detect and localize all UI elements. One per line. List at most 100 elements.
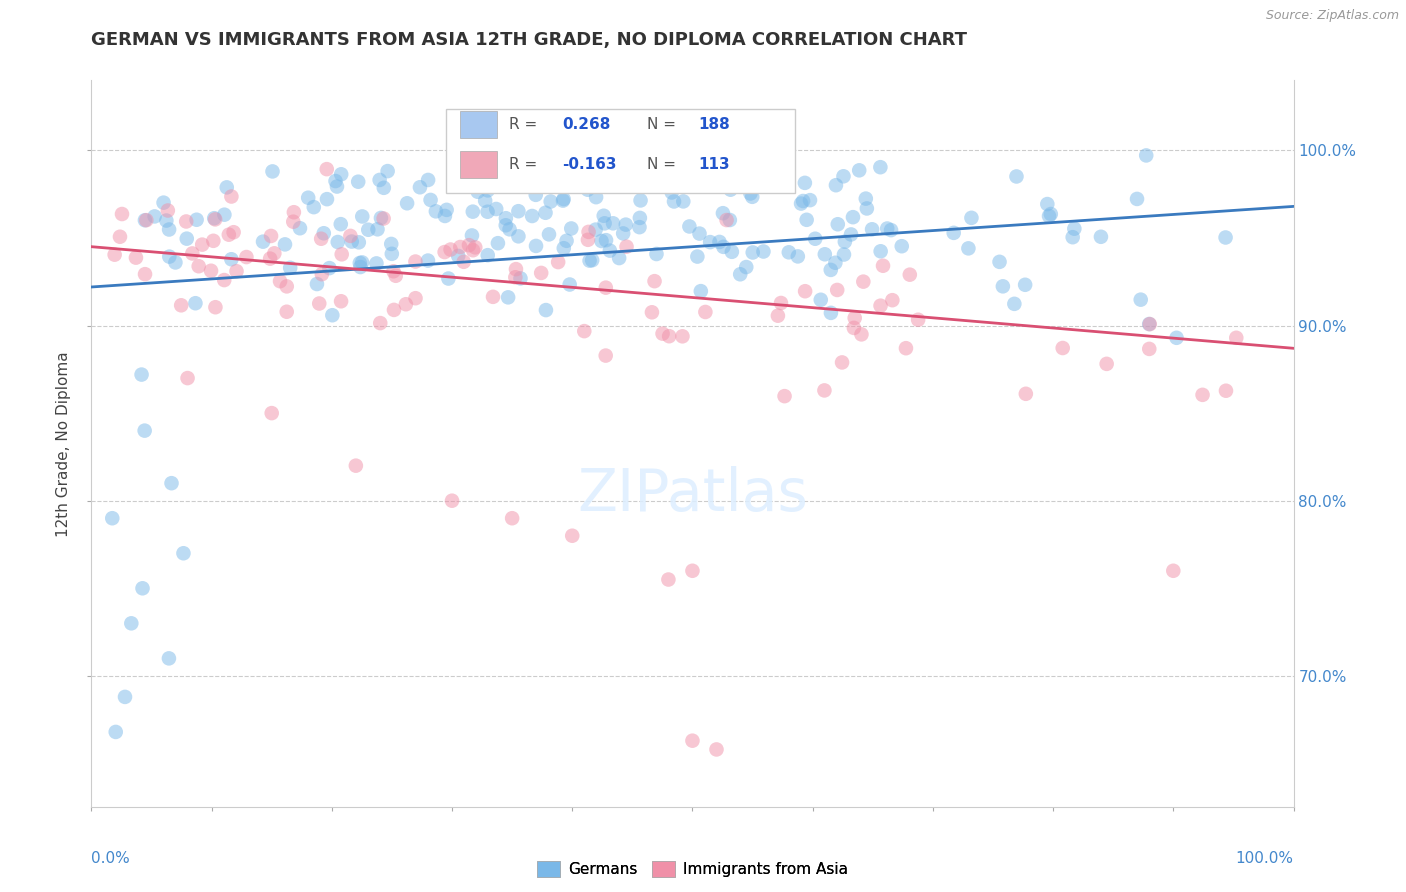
Point bbox=[576, 233, 599, 247]
Point bbox=[315, 162, 337, 177]
Point bbox=[368, 316, 391, 330]
Point bbox=[470, 134, 492, 148]
Point bbox=[766, 178, 789, 192]
Point bbox=[1166, 331, 1188, 345]
Point bbox=[553, 192, 575, 206]
Point bbox=[347, 175, 370, 189]
Text: Source: ZipAtlas.com: Source: ZipAtlas.com bbox=[1265, 9, 1399, 22]
Point bbox=[689, 284, 711, 298]
Point bbox=[555, 234, 578, 248]
Point bbox=[309, 232, 332, 246]
Point bbox=[794, 284, 817, 298]
Point bbox=[439, 243, 461, 257]
Point bbox=[832, 169, 855, 184]
Point bbox=[616, 240, 638, 254]
Text: R =: R = bbox=[509, 117, 541, 132]
Point bbox=[560, 221, 582, 235]
Point bbox=[686, 250, 709, 264]
Point bbox=[790, 196, 813, 211]
Point bbox=[172, 546, 194, 560]
Point bbox=[628, 211, 651, 225]
Point bbox=[461, 204, 484, 219]
Point bbox=[831, 355, 853, 369]
Point bbox=[202, 211, 225, 226]
Point bbox=[260, 229, 283, 244]
Point bbox=[419, 193, 441, 207]
Point bbox=[713, 240, 735, 254]
Point bbox=[104, 725, 127, 739]
Point bbox=[344, 458, 367, 473]
Point bbox=[614, 218, 637, 232]
Point bbox=[534, 303, 557, 318]
Point bbox=[204, 300, 226, 314]
Point bbox=[1090, 229, 1112, 244]
Point bbox=[276, 279, 298, 293]
Point bbox=[449, 240, 471, 254]
Point bbox=[1002, 297, 1025, 311]
Point bbox=[824, 256, 846, 270]
Point bbox=[425, 204, 447, 219]
Point bbox=[561, 529, 583, 543]
Point bbox=[283, 205, 305, 219]
Point bbox=[825, 178, 848, 193]
Point bbox=[176, 371, 198, 385]
Point bbox=[1161, 564, 1184, 578]
Point bbox=[551, 194, 574, 208]
Point bbox=[440, 493, 463, 508]
Point bbox=[592, 209, 614, 223]
Point bbox=[114, 690, 136, 704]
Point bbox=[832, 247, 855, 261]
Point bbox=[890, 239, 912, 253]
Point bbox=[297, 191, 319, 205]
Point bbox=[728, 267, 751, 281]
Point bbox=[111, 207, 134, 221]
Point bbox=[214, 208, 236, 222]
Point bbox=[1215, 230, 1237, 244]
Point bbox=[876, 221, 898, 235]
Point bbox=[222, 225, 245, 239]
Point bbox=[907, 312, 929, 326]
Text: 0.0%: 0.0% bbox=[91, 851, 131, 865]
Point bbox=[259, 252, 281, 266]
Point bbox=[135, 213, 157, 227]
Point bbox=[1215, 384, 1237, 398]
Point bbox=[1095, 357, 1118, 371]
Point bbox=[143, 210, 166, 224]
Point bbox=[766, 309, 789, 323]
Point bbox=[120, 616, 142, 631]
Point bbox=[458, 238, 481, 252]
Point bbox=[330, 247, 353, 261]
Point bbox=[218, 227, 240, 242]
Point bbox=[373, 211, 395, 226]
Point bbox=[1129, 293, 1152, 307]
Point bbox=[505, 262, 527, 277]
Point bbox=[405, 291, 427, 305]
Point bbox=[740, 186, 762, 201]
Point bbox=[595, 233, 617, 247]
Text: N =: N = bbox=[647, 157, 681, 172]
Point bbox=[1015, 386, 1038, 401]
Point bbox=[593, 216, 616, 230]
Point bbox=[628, 220, 651, 235]
Point bbox=[834, 235, 856, 249]
Point bbox=[578, 253, 600, 268]
Point bbox=[447, 249, 470, 263]
Point bbox=[869, 299, 891, 313]
Point bbox=[165, 255, 187, 269]
Point bbox=[508, 204, 530, 219]
Point bbox=[786, 249, 808, 263]
Point bbox=[1062, 230, 1084, 244]
Point bbox=[530, 266, 553, 280]
Point bbox=[396, 196, 419, 211]
Point bbox=[558, 277, 581, 292]
Point bbox=[855, 192, 877, 206]
Point bbox=[101, 511, 124, 525]
Point bbox=[512, 172, 534, 186]
Point bbox=[330, 167, 353, 181]
Text: 0.268: 0.268 bbox=[562, 117, 612, 132]
Point bbox=[547, 255, 569, 269]
Point bbox=[404, 254, 426, 268]
Point bbox=[612, 227, 634, 241]
Point bbox=[395, 297, 418, 311]
Point bbox=[1139, 317, 1161, 331]
